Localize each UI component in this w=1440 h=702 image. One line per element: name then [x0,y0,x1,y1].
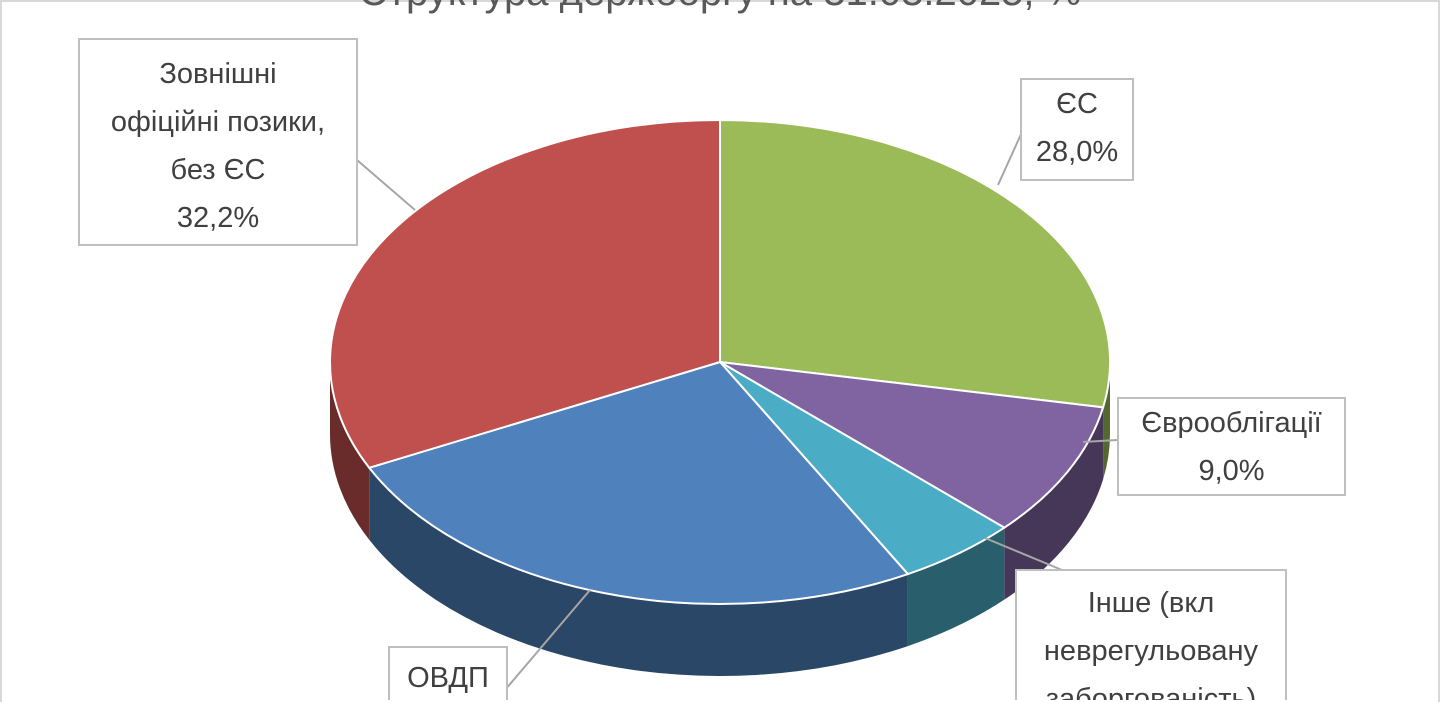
slice-side [907,527,1005,647]
leader-line [984,537,1063,571]
leader-line [1082,439,1118,443]
data-label: Єврооблігації 9,0% [1117,397,1346,496]
category-label: Зовнішні офіційні позики, без ЄС [110,58,326,186]
data-label: Зовнішні офіційні позики, без ЄС 32,2% [78,38,358,246]
slice [719,361,1105,529]
leader-line [356,159,416,211]
data-label: Інше (вкл неврегульовану заборгованість) [1015,569,1287,700]
slice [719,118,1111,409]
chart-title: Структура держборгу на 31.03.2025, % [0,0,1440,15]
slice-side [369,467,908,676]
data-label: ОВДП [388,646,508,700]
slice-side [1103,362,1110,480]
value-label: 9,0% [1198,455,1265,487]
category-label: ОВДП [407,662,489,694]
category-label: ЄС [1056,88,1098,120]
leader-line [504,589,591,691]
leader-line [997,131,1023,186]
category-label: Інше (вкл неврегульовану заборгованість) [1043,587,1259,700]
slice-side [330,362,370,540]
slice [329,118,721,469]
leader-lines [356,131,1118,691]
value-label: 32,2% [176,202,260,234]
slice-side [1004,407,1104,600]
slice [367,360,910,605]
value-label: 28,0% [1035,136,1119,168]
data-label: ЄС 28,0% [1020,78,1134,181]
category-label: Єврооблігації [1141,407,1322,439]
